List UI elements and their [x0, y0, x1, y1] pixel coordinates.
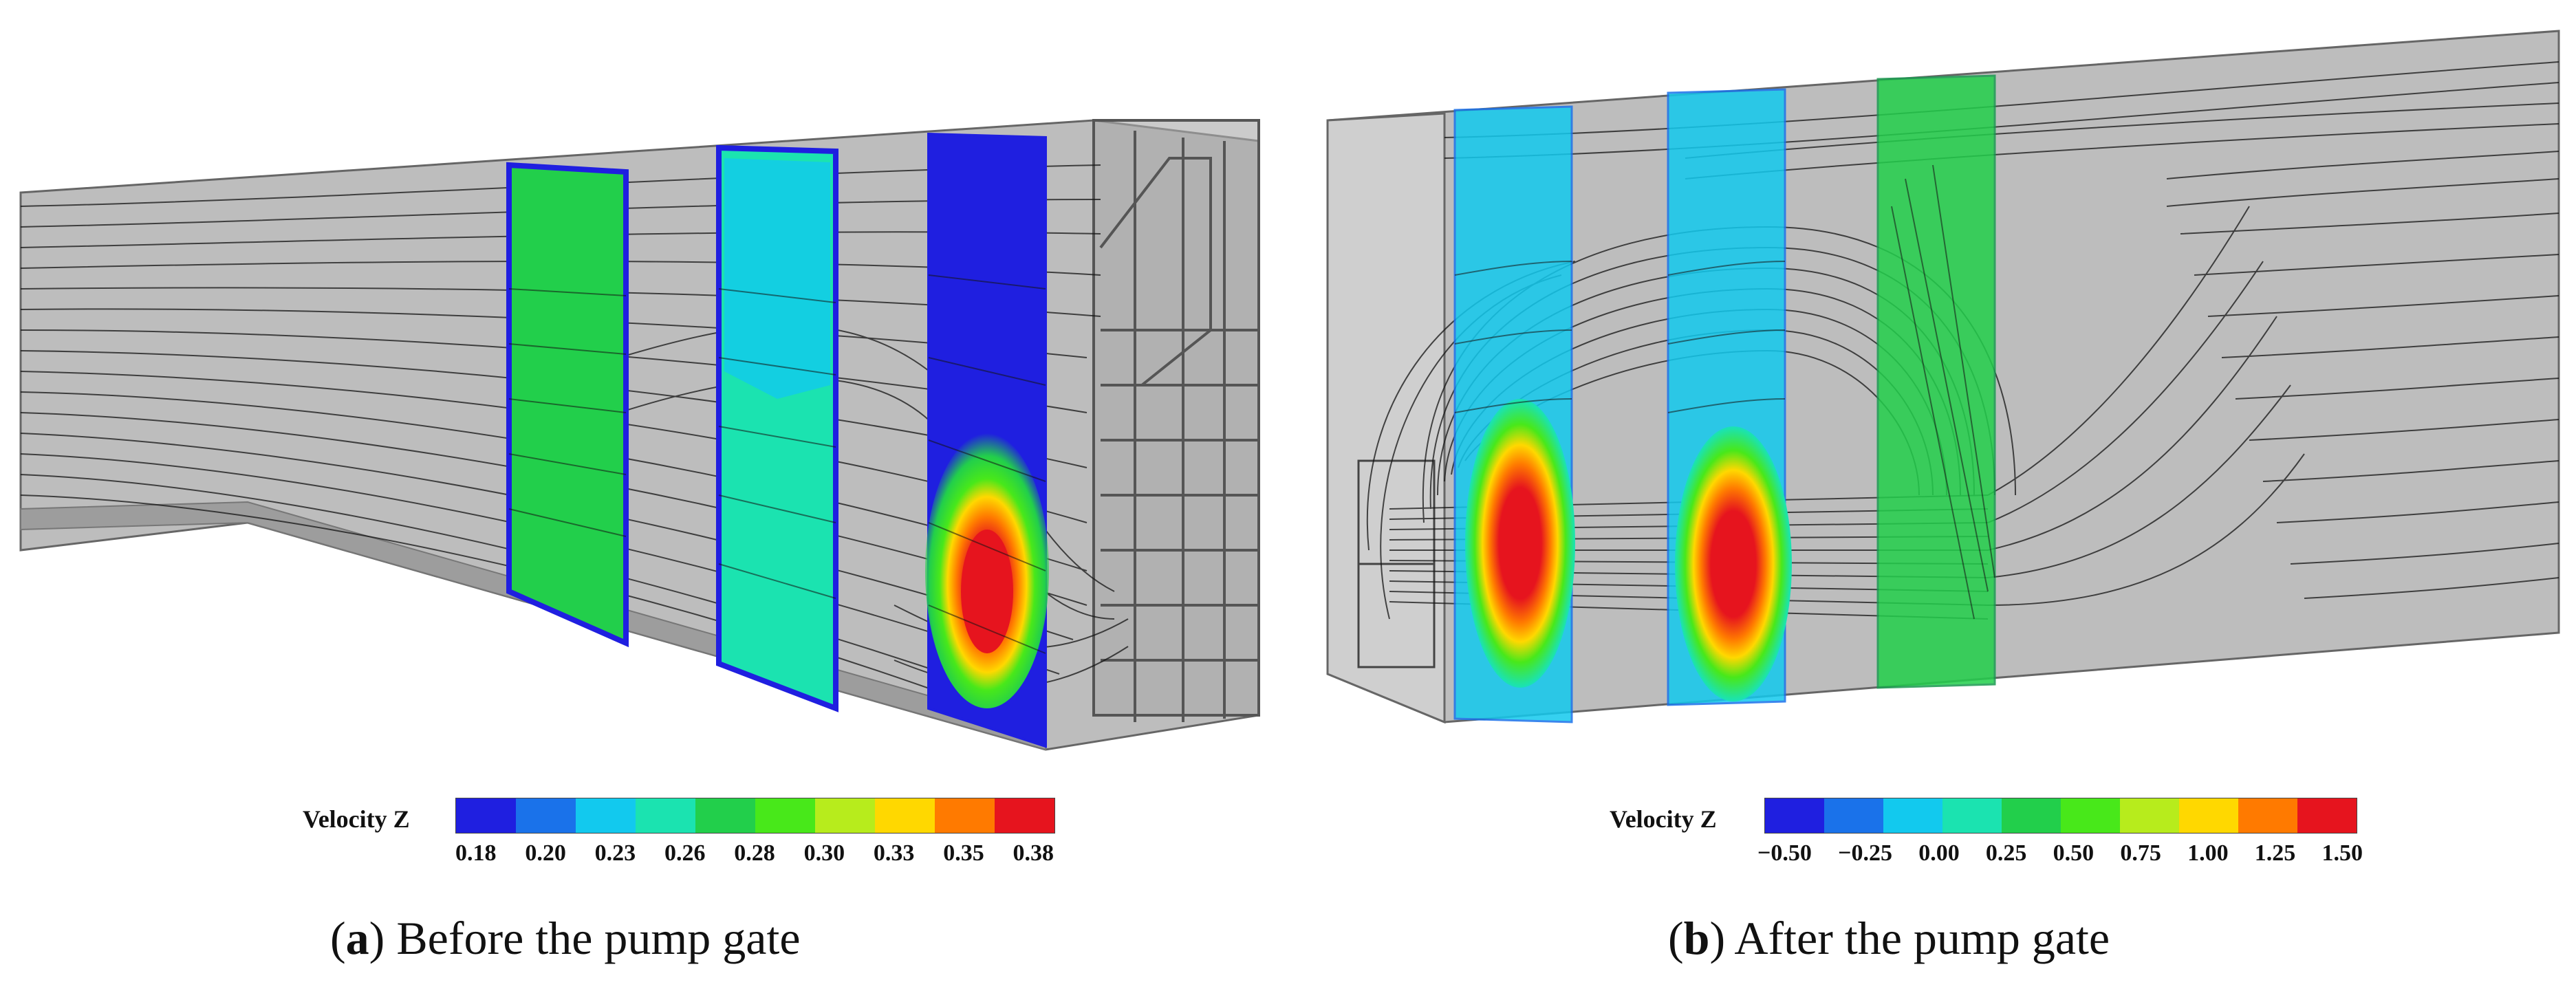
tick-label: 0.30 [803, 840, 845, 866]
slice-1-high-velocity-zone [1465, 399, 1575, 688]
flow-visualization-before [19, 119, 1260, 751]
tick-label: −0.25 [1838, 840, 1892, 866]
tick-label: 1.50 [2321, 840, 2363, 866]
velocity-slice-3 [1876, 74, 1996, 689]
legend-title: Velocity Z [303, 805, 410, 833]
tick-label: 0.18 [455, 840, 497, 866]
colorbar [1764, 798, 2357, 834]
tick-label: 0.23 [594, 840, 636, 866]
slice-2-upper-band [724, 158, 830, 399]
flow-visualization-after [1326, 30, 2560, 724]
tick-label: 0.33 [873, 840, 915, 866]
panel-b-after-pump-gate: Velocity Z −0.50 −0.25 0.00 0.25 0.50 0.… [1286, 0, 2576, 991]
tick-label: 0.26 [664, 840, 706, 866]
tick-label: 0.38 [1013, 840, 1054, 866]
velocity-slice-1 [506, 162, 629, 648]
inlet-pipe [1357, 459, 1436, 668]
tick-label: 0.75 [2120, 840, 2161, 866]
caption-text: Before the pump gate [396, 912, 801, 964]
channel-body [19, 119, 1260, 751]
panel-a-before-pump-gate: Velocity Z 0.18 0.20 0.23 0.26 0.28 0.30… [0, 0, 1286, 991]
tick-label: 0.28 [734, 840, 775, 866]
colorbar-ticks: −0.50 −0.25 0.00 0.25 0.50 0.75 1.00 1.2… [1757, 840, 2363, 867]
caption-b: (b) After the pump gate [1668, 912, 2110, 964]
tick-label: 0.35 [943, 840, 984, 866]
slice-2-high-velocity-zone [1675, 426, 1792, 701]
tick-label: 0.20 [525, 840, 566, 866]
colorbar-legend-b: Velocity Z −0.50 −0.25 0.00 0.25 0.50 0.… [1610, 798, 2366, 880]
caption-letter: b [1683, 912, 1710, 964]
caption-a: (a) Before the pump gate [330, 912, 801, 964]
tick-label: 0.25 [1985, 840, 2027, 866]
colorbar [455, 798, 1055, 834]
tick-label: 0.50 [2053, 840, 2095, 866]
legend-title: Velocity Z [1610, 805, 1717, 833]
pump-gate-structure [1092, 119, 1260, 722]
caption-text: After the pump gate [1734, 912, 2110, 964]
colorbar-ticks: 0.18 0.20 0.23 0.26 0.28 0.30 0.33 0.35 … [455, 840, 1054, 867]
tick-label: 1.00 [2187, 840, 2229, 866]
tick-label: 1.25 [2254, 840, 2296, 866]
caption-letter: a [345, 912, 369, 964]
tick-label: 0.00 [1918, 840, 1960, 866]
colorbar-legend-a: Velocity Z 0.18 0.20 0.23 0.26 0.28 0.30… [303, 798, 1059, 880]
tick-label: −0.50 [1757, 840, 1812, 866]
